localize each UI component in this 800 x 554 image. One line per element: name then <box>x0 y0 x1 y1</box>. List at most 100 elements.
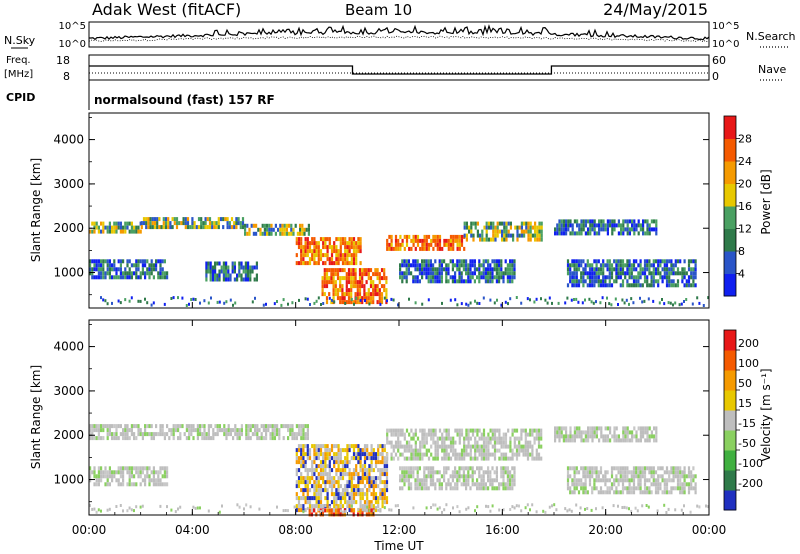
heatmap-cell <box>429 470 432 475</box>
heatmap-cell <box>158 217 161 222</box>
heatmap-cell <box>213 225 216 230</box>
freq-label-line2: [MHz] <box>4 69 33 80</box>
heatmap-cell <box>386 440 389 445</box>
heatmap-cell <box>322 504 325 509</box>
heatmap-cell <box>370 512 373 517</box>
heatmap-cell <box>423 436 426 441</box>
heatmap-cell <box>225 265 228 270</box>
heatmap-cell <box>611 231 614 236</box>
heatmap-cell <box>591 227 594 232</box>
heatmap-cell <box>416 436 420 441</box>
heatmap-cell <box>652 466 655 471</box>
x-tick-label: 16:00 <box>485 523 520 537</box>
heatmap-cell <box>615 490 618 495</box>
heatmap-cell <box>363 444 367 449</box>
heatmap-cell <box>319 492 323 497</box>
heatmap-cell <box>383 464 386 469</box>
heatmap-cell <box>447 436 450 441</box>
heatmap-cell <box>128 478 131 483</box>
heatmap-cell <box>569 279 572 284</box>
heatmap-cell <box>641 271 644 276</box>
heatmap-cell <box>593 227 596 232</box>
heatmap-cell <box>173 217 176 222</box>
heatmap-cell <box>291 428 294 433</box>
heatmap-cell <box>478 466 481 471</box>
heatmap-cell <box>335 472 338 477</box>
heatmap-cell <box>591 426 594 431</box>
heatmap-cell <box>604 283 607 288</box>
heatmap-cell <box>104 466 107 471</box>
heatmap-cell <box>277 227 280 232</box>
heatmap-cell <box>654 482 658 487</box>
heatmap-cell <box>302 428 305 433</box>
heatmap-cell <box>355 249 358 254</box>
heatmap-cell <box>341 492 345 497</box>
heatmap-cell <box>460 271 463 276</box>
heatmap-cell <box>646 259 649 264</box>
heatmap-cell <box>657 466 660 471</box>
heatmap-cell <box>356 284 359 289</box>
heatmap-cell <box>456 452 459 457</box>
heatmap-cell <box>335 452 338 457</box>
heatmap-cell <box>317 448 320 453</box>
heatmap-cell <box>591 434 594 439</box>
heatmap-cell <box>148 482 151 487</box>
heatmap-cell <box>302 253 305 258</box>
heatmap-cell <box>421 456 424 461</box>
heatmap-cell <box>348 484 351 489</box>
heatmap-cell <box>403 263 406 268</box>
heatmap-cell <box>326 492 329 497</box>
heatmap-cell <box>421 478 424 483</box>
heatmap-cell <box>161 259 164 264</box>
heatmap-cell <box>423 234 426 239</box>
heatmap-cell <box>97 474 100 479</box>
heatmap-cell <box>189 225 192 230</box>
heatmap-cell <box>452 246 455 251</box>
heatmap-cell <box>93 263 96 268</box>
heatmap-cell <box>558 434 561 439</box>
heatmap-cell <box>199 428 202 433</box>
heatmap-cell <box>500 470 503 475</box>
heatmap-cell <box>200 221 203 226</box>
heatmap-cell <box>495 271 498 276</box>
heatmap-cell <box>624 438 627 443</box>
heatmap-cell <box>668 267 671 272</box>
heatmap-cell <box>361 468 364 473</box>
heatmap-cell <box>100 275 103 280</box>
heatmap-cell <box>357 249 360 254</box>
heatmap-cell <box>141 259 144 264</box>
heatmap-cell <box>257 227 260 232</box>
heatmap-cell <box>622 434 625 439</box>
heatmap-cell <box>222 217 225 222</box>
heatmap-cell <box>458 470 461 475</box>
heatmap-cell <box>687 466 691 471</box>
nsearch-tick-top: 10^5 <box>712 21 739 32</box>
heatmap-cell <box>538 225 541 230</box>
heatmap-noise-cell <box>91 507 94 511</box>
heatmap-cell <box>624 466 627 471</box>
heatmap-cell <box>683 275 686 280</box>
heatmap-cell <box>343 292 346 297</box>
heatmap-cell <box>300 245 303 250</box>
heatmap-cell <box>582 271 585 276</box>
heatmap-cell <box>339 296 342 301</box>
heatmap-cell <box>482 486 485 491</box>
heatmap-cell <box>646 231 649 236</box>
heatmap-cell <box>366 492 369 497</box>
heatmap-cell <box>357 237 360 242</box>
heatmap-cell <box>522 452 525 457</box>
heatmap-cell <box>378 300 381 305</box>
heatmap-cell <box>588 271 592 276</box>
heatmap-cell <box>163 470 166 475</box>
heatmap-cell <box>650 482 653 487</box>
heatmap-noise-cell <box>313 301 316 305</box>
heatmap-cell <box>130 275 133 280</box>
heatmap-cell <box>584 271 587 276</box>
heatmap-cell <box>595 279 598 284</box>
heatmap-cell <box>520 444 523 449</box>
heatmap-cell <box>635 223 638 228</box>
heatmap-cell <box>485 444 488 449</box>
heatmap-cell <box>119 267 122 272</box>
heatmap-cell <box>119 271 122 276</box>
heatmap-cell <box>487 440 490 445</box>
